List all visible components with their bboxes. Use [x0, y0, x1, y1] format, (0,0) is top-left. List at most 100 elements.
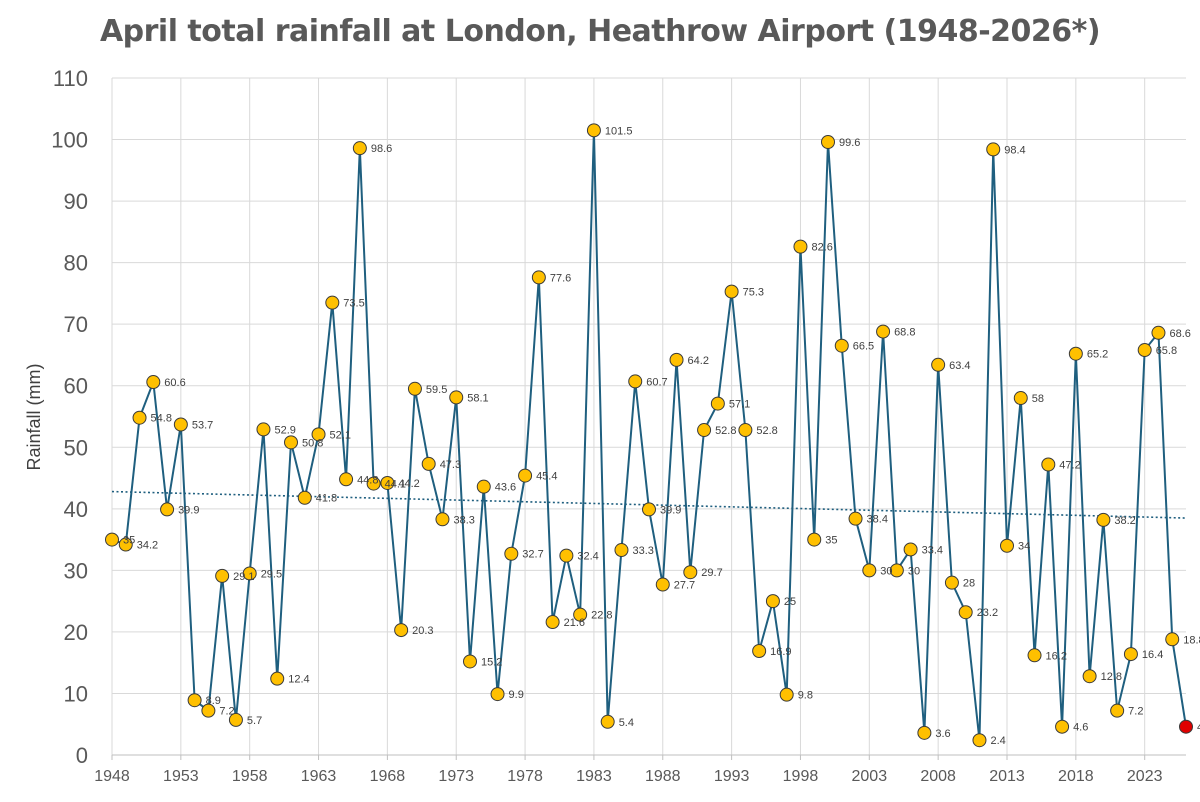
data-label: 41.8 [316, 493, 337, 505]
data-label: 65.2 [1087, 349, 1108, 361]
data-label: 5.4 [619, 717, 634, 729]
x-tick-label: 1973 [438, 768, 474, 785]
data-label: 60.7 [646, 376, 667, 388]
data-label: 12.4 [288, 674, 309, 686]
x-tick-label: 2003 [852, 768, 888, 785]
data-label: 34 [1018, 541, 1030, 553]
data-point [160, 502, 175, 517]
data-point [821, 135, 835, 150]
data-label: 54.8 [151, 413, 172, 425]
data-label: 75.3 [743, 287, 764, 299]
data-label: 47.2 [1059, 460, 1080, 472]
data-point [903, 542, 918, 557]
series-line-group [111, 130, 1187, 741]
data-point [1000, 538, 1014, 553]
data-point [876, 324, 891, 339]
x-tick-label: 1953 [163, 768, 199, 785]
x-tick-label: 1948 [94, 768, 130, 785]
data-label: 27.7 [674, 580, 695, 592]
x-tick-label: 2008 [920, 768, 956, 785]
y-tick-label: 60 [64, 374, 88, 399]
data-point [958, 605, 973, 620]
y-tick-label: 80 [64, 251, 88, 276]
x-tick-label: 1993 [714, 768, 750, 785]
data-label: 77.6 [550, 272, 571, 284]
data-label: 16.2 [1046, 650, 1067, 662]
data-point [105, 532, 119, 547]
y-tick-label: 30 [64, 558, 88, 583]
data-point [600, 714, 615, 729]
data-label: 30 [880, 565, 892, 577]
y-axis-ticks: 0 10 20 30 40 50 60 70 80 90 100 110 [51, 66, 88, 768]
data-point [421, 456, 436, 471]
x-axis-ticks: 1948 1953 1958 1963 1968 1973 1978 1983 1988 1993… [94, 768, 1162, 785]
x-tick-label: 1983 [576, 768, 612, 785]
data-point [1179, 719, 1193, 734]
data-label: 99.6 [839, 137, 860, 149]
data-point [1055, 719, 1070, 734]
gridlines [111, 77, 1186, 760]
y-tick-label: 40 [64, 497, 88, 522]
y-tick-label: 20 [64, 620, 88, 645]
data-point [1151, 325, 1166, 340]
data-label: 8.9 [206, 695, 221, 707]
data-label: 33.3 [632, 545, 653, 557]
data-point [284, 435, 298, 450]
series-line [111, 130, 1187, 741]
data-point [228, 712, 243, 727]
x-tick-label: 2018 [1058, 768, 1094, 785]
data-label: 16.4 [1142, 649, 1163, 661]
data-label: 7.2 [1128, 706, 1143, 718]
data-label: 22.8 [591, 610, 612, 622]
x-tick-label: 1958 [232, 768, 268, 785]
data-label: 98.6 [371, 143, 392, 155]
data-point [531, 270, 546, 285]
data-label: 20.3 [412, 625, 433, 637]
data-label: 12.8 [1101, 671, 1122, 683]
data-point [862, 563, 877, 578]
data-point [311, 427, 326, 442]
data-label: 18.8 [1183, 634, 1200, 646]
data-point [476, 479, 491, 494]
data-point [986, 142, 1001, 157]
data-point [352, 141, 367, 156]
data-label: 52.8 [756, 425, 777, 437]
data-label: 68.6 [1169, 328, 1190, 340]
data-label: 57.1 [729, 399, 750, 411]
data-point [339, 472, 354, 487]
data-point [187, 693, 202, 708]
data-label: 101.5 [605, 125, 633, 137]
x-tick-label: 1998 [783, 768, 819, 785]
data-point [559, 548, 574, 563]
data-point [655, 577, 670, 592]
data-label: 60.6 [164, 377, 185, 389]
data-label: 28 [963, 578, 975, 590]
data-point [1013, 391, 1028, 406]
y-tick-label: 10 [64, 681, 88, 706]
data-point [724, 284, 739, 299]
data-point [394, 623, 409, 638]
data-label: 7.2 [219, 706, 234, 718]
data-label: 45.4 [536, 471, 557, 483]
data-point [1165, 632, 1180, 647]
data-label: 21.6 [564, 617, 585, 629]
data-label: 38.3 [453, 514, 474, 526]
data-point [146, 375, 161, 390]
x-tick-label: 2023 [1127, 768, 1163, 785]
data-label: 63.4 [949, 360, 970, 372]
data-label: 4.6 [1197, 722, 1200, 734]
y-tick-label: 70 [64, 312, 88, 337]
data-label: 15.2 [481, 656, 502, 668]
data-point [614, 543, 629, 558]
data-point [793, 239, 808, 254]
data-point [1068, 346, 1083, 361]
data-point [201, 703, 216, 718]
data-label: 29.5 [261, 568, 282, 580]
data-label: 52.1 [330, 429, 351, 441]
data-label: 4.6 [1073, 722, 1088, 734]
data-label: 3.6 [935, 728, 950, 740]
data-point [490, 687, 505, 702]
data-point [1027, 648, 1042, 663]
data-point [256, 422, 271, 437]
